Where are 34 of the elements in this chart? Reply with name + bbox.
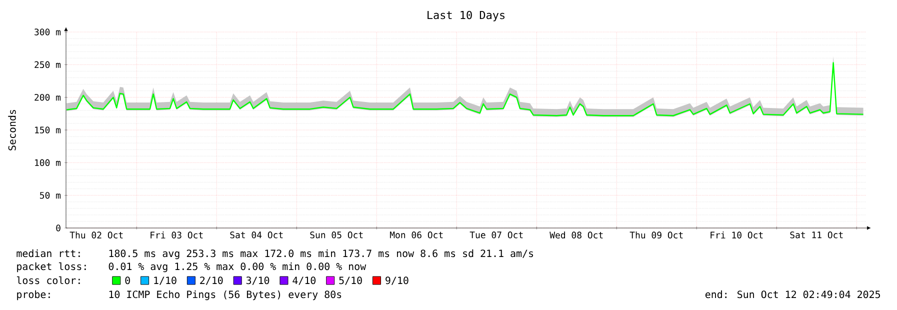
text: median rtt:: [16, 249, 80, 258]
x-tick-label: Fri 03 Oct: [150, 232, 203, 238]
chart-title: Last 10 Days: [428, 10, 505, 22]
y-tick-label: 200 m: [34, 94, 61, 101]
legend-label: 3/10: [246, 276, 270, 285]
x-tick-label: Sat 11 Oct: [790, 232, 843, 238]
x-tick-label: Sun 05 Oct: [310, 232, 363, 238]
text: 10 ICMP Echo Pings (56 Bytes) every 80s: [109, 290, 342, 300]
x-tick-label: Thu 02 Oct: [70, 232, 123, 238]
y-tick-label: 0: [56, 224, 60, 232]
text: 0.01 % avg 1.25 % max 0.00 % min 0.00 % now: [108, 262, 366, 272]
y-axis-title: Seconds: [8, 110, 16, 150]
text: packet loss:: [17, 262, 86, 272]
legend-label: 0: [125, 276, 130, 284]
x-tick-label: Thu 09 Oct: [630, 232, 683, 238]
legend-label: 2/10: [200, 276, 223, 285]
legend-title: loss color:: [16, 276, 80, 284]
legend-label: 1/10: [154, 276, 176, 285]
legend-label: 9/10: [386, 276, 408, 285]
y-tick-label: 250 m: [34, 61, 61, 68]
text: 180.5 ms avg 253.3 ms max 172.0 ms min 173.7 ms now 8.6 ms sd 21.1 am/s: [109, 249, 534, 260]
y-tick-label: 300 m: [34, 28, 61, 36]
x-tick-label: Mon 06 Oct: [390, 232, 443, 238]
y-tick-label: 100 m: [35, 159, 61, 166]
text: end: Sun Oct 12 02:49:04 2025: [705, 290, 880, 298]
x-tick-label: Fri 10 Oct: [710, 232, 763, 238]
x-tick-label: Tue 07 Oct: [470, 232, 523, 238]
x-tick-label: Wed 08 Oct: [550, 232, 603, 238]
x-tick-label: Sat 04 Oct: [230, 232, 283, 238]
y-tick-label: 50 m: [40, 192, 61, 199]
text: probe:: [17, 290, 50, 300]
y-tick-label: 150 m: [35, 126, 61, 134]
legend-label: 4/10: [292, 276, 316, 285]
legend-label: 5/10: [339, 276, 362, 285]
